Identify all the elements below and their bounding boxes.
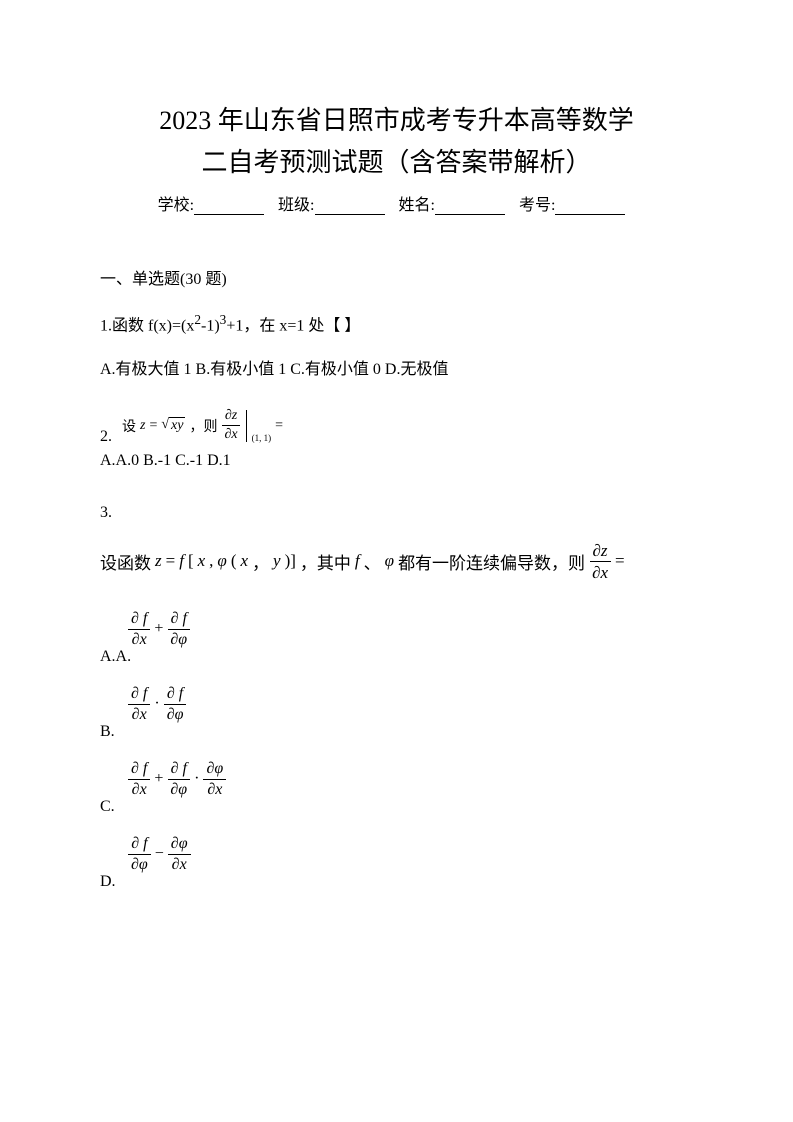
section-1-header: 一、单选题(30 题) (100, 265, 693, 289)
q1-number: 1. (100, 318, 112, 335)
q1-options: A.有极大值 1 B.有极小值 1 C.有极小值 0 D.无极值 (100, 355, 693, 379)
q2-options: A.A.0 B.-1 C.-1 D.1 (100, 452, 693, 470)
q2-prefix: 设 (122, 416, 136, 436)
q3-y: y (273, 551, 281, 571)
frac-a2: ∂ f ∂φ (167, 611, 190, 648)
opt-b-math: ∂ f ∂x · ∂ f ∂φ (128, 686, 693, 723)
q3-mid: ，其中 (300, 549, 351, 574)
eval-sub: (1, 1) (252, 433, 272, 443)
school-label: 学校: (158, 197, 194, 214)
q3-fraction: ∂z ∂x (589, 542, 611, 581)
q2-num: ∂z (222, 409, 240, 426)
opt-c-math: ∂ f ∂x + ∂ f ∂φ · ∂φ ∂x (128, 761, 693, 798)
q3-bo: [ (188, 551, 194, 571)
q2-fraction: ∂z ∂x (221, 409, 240, 442)
q3-z: z (155, 551, 162, 571)
q3-den: ∂x (589, 562, 611, 581)
q3-option-b: ∂ f ∂x · ∂ f ∂φ B. (100, 686, 693, 741)
q3-c2: ， (252, 549, 269, 574)
opt-d-label: D. (100, 873, 116, 891)
frac-c1: ∂ f ∂x (128, 761, 150, 798)
q3-po: ( (231, 551, 237, 571)
q2-number: 2. (100, 428, 112, 446)
q3-pc: )] (285, 551, 296, 571)
frac-b2: ∂ f ∂φ (164, 686, 187, 723)
q3-eq-end: = (615, 551, 625, 571)
name-blank[interactable] (435, 199, 505, 215)
frac-d1: ∂ f ∂φ (128, 836, 151, 873)
frac-d2: ∂φ ∂x (168, 836, 191, 873)
q2-den: ∂x (221, 426, 240, 442)
opt-b-label: B. (100, 723, 115, 741)
q3-suffix: 都有一阶连续偏导数，则 (398, 549, 585, 574)
q2-comma: ，则 (189, 416, 217, 436)
q1-text-3: +1，在 x=1 处【 】 (226, 318, 360, 335)
class-blank[interactable] (315, 199, 385, 215)
question-2: 2. 设 z = √ xy ，则 ∂z ∂x (1, 1) = (100, 409, 693, 446)
frac-c2: ∂ f ∂φ (167, 761, 190, 798)
q3-phi2: φ (385, 551, 394, 571)
q3-option-d: ∂ f ∂φ − ∂φ ∂x D. (100, 836, 693, 891)
q1-text-1: 函数 f(x)=(x (112, 318, 194, 335)
title-line-2: 二自考预测试题（含答案带解析） (100, 142, 693, 184)
opt-c-label: C. (100, 798, 115, 816)
sqrt-content: xy (169, 417, 185, 434)
opt-d-math: ∂ f ∂φ − ∂φ ∂x (128, 836, 693, 873)
sqrt-sign: √ (161, 417, 169, 433)
question-1: 1.函数 f(x)=(x2-1)3+1，在 x=1 处【 】 (100, 309, 693, 339)
q3-option-a: ∂ f ∂x + ∂ f ∂φ A.A. (100, 611, 693, 666)
opt-a-math: ∂ f ∂x + ∂ f ∂φ (128, 611, 693, 648)
name-label: 姓名: (399, 197, 435, 214)
q3-num: ∂z (590, 542, 611, 562)
exam-title: 2023 年山东省日照市成考专升本高等数学 二自考预测试题（含答案带解析） (100, 100, 693, 183)
eval-bar (246, 410, 247, 442)
q3-x: x (198, 551, 206, 571)
q3-x2: x (241, 551, 249, 571)
exam-id-blank[interactable] (555, 199, 625, 215)
q3-f: f (179, 551, 184, 571)
exam-id-label: 考号: (519, 197, 555, 214)
q1-sup1: 2 (194, 312, 201, 327)
q3-phi: φ (217, 551, 226, 571)
q3-eq: = (166, 551, 176, 571)
q1-text-2: -1) (201, 318, 220, 335)
q3-f2: f (355, 551, 360, 571)
student-info-form: 学校: 班级: 姓名: 考号: (100, 191, 693, 215)
class-label: 班级: (278, 197, 314, 214)
school-blank[interactable] (194, 199, 264, 215)
opt-a-label: A.A. (100, 648, 131, 666)
q3-option-c: ∂ f ∂x + ∂ f ∂φ · ∂φ ∂x C. (100, 761, 693, 816)
q3-prefix: 设函数 (100, 549, 151, 574)
q3-c1: , (209, 551, 213, 571)
q2-z: z (140, 418, 145, 434)
q3-sep: 、 (364, 549, 381, 574)
frac-b1: ∂ f ∂x (128, 686, 150, 723)
frac-a1: ∂ f ∂x (128, 611, 150, 648)
q2-eq-end: = (275, 418, 283, 434)
q2-eq: = (149, 418, 157, 434)
question-3-number: 3. (100, 500, 693, 526)
question-3-text: 设函数 z = f [x, φ(x，y)] ，其中 f、 φ 都有一阶连续偏导数… (100, 542, 693, 581)
frac-c3: ∂φ ∂x (203, 761, 226, 798)
q2-sqrt: √ xy (161, 417, 185, 434)
q2-math: 设 z = √ xy ，则 ∂z ∂x (1, 1) = (122, 409, 283, 442)
title-line-1: 2023 年山东省日照市成考专升本高等数学 (100, 100, 693, 142)
